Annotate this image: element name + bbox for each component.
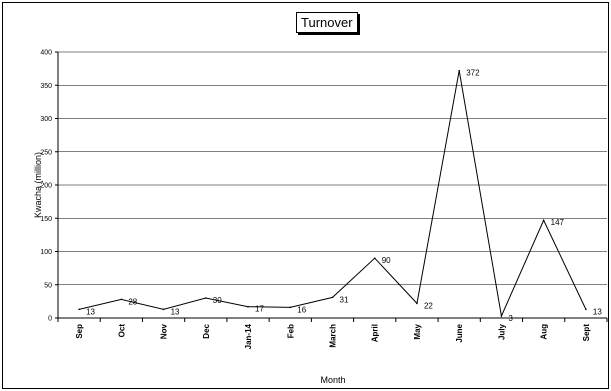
x-tick-label: April	[371, 324, 380, 342]
x-tick-label: Oct	[117, 324, 126, 338]
x-tick-label: May	[413, 323, 422, 339]
data-label: 17	[255, 305, 264, 314]
y-tick-label: 350	[40, 83, 52, 90]
data-label: 372	[466, 69, 480, 78]
y-tick-label: 200	[40, 183, 52, 190]
y-tick-label: 250	[40, 149, 52, 156]
data-label: 28	[128, 297, 137, 306]
data-label: 22	[424, 301, 433, 310]
y-tick-label: 100	[40, 249, 52, 256]
data-label: 147	[551, 218, 565, 227]
data-label: 13	[171, 307, 180, 316]
y-tick-label: 0	[48, 316, 52, 323]
data-point	[585, 308, 587, 311]
x-tick-label: Jan-14	[244, 323, 253, 349]
data-point	[458, 69, 460, 72]
data-point	[289, 306, 292, 309]
data-point	[120, 298, 123, 301]
data-point	[331, 296, 334, 299]
x-tick-label: July	[497, 323, 506, 340]
data-point	[205, 297, 207, 299]
x-tick-label: June	[455, 323, 464, 342]
data-label: 30	[213, 296, 222, 305]
x-tick-label: March	[329, 324, 338, 348]
data-point	[416, 302, 418, 305]
data-point	[78, 308, 80, 311]
data-label: 31	[340, 295, 349, 304]
y-tick-label: 150	[40, 216, 52, 223]
data-label: 16	[297, 305, 306, 314]
data-point	[247, 305, 249, 308]
x-axis-title: Month	[320, 375, 345, 385]
x-tick-label: Feb	[286, 324, 295, 338]
chart-title: Turnover	[296, 12, 358, 33]
y-tick-label: 400	[40, 50, 52, 57]
x-tick-label: Sep	[75, 324, 84, 339]
x-tick-label: Dec	[202, 323, 211, 338]
x-tick-label: Sept	[582, 324, 591, 342]
x-tick-label: Aug	[540, 324, 549, 340]
data-point	[162, 308, 165, 311]
data-point	[500, 315, 503, 317]
data-point	[373, 257, 376, 259]
data-label: 13	[86, 307, 95, 316]
y-tick-label: 50	[44, 282, 52, 289]
series-line	[79, 70, 587, 318]
y-tick-label: 300	[40, 116, 52, 123]
x-tick-label: Nov	[160, 323, 169, 339]
data-label: 3	[508, 314, 513, 323]
y-axis-title: Kwacha (million)	[33, 152, 43, 218]
data-point	[542, 219, 545, 222]
data-label: 90	[382, 256, 391, 265]
data-label: 13	[593, 307, 602, 316]
